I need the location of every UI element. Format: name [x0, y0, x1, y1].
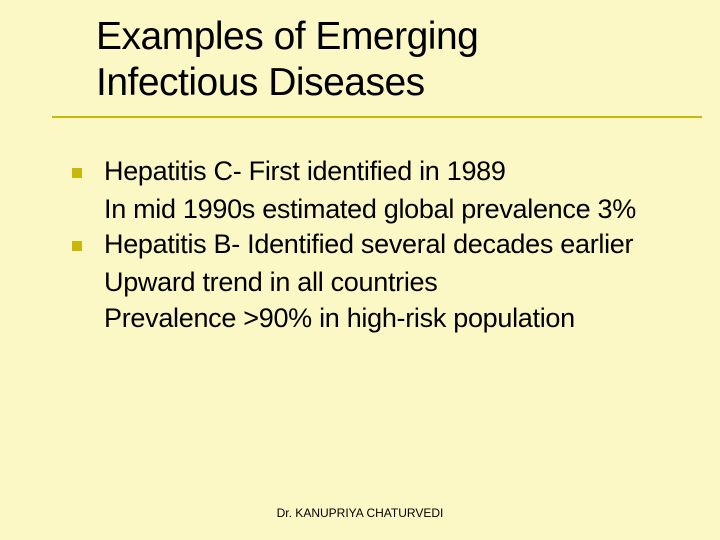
- footer-author: Dr. KANUPRIYA CHATURVEDI: [0, 506, 720, 520]
- bullet-text: Hepatitis B- Identified several decades …: [104, 227, 690, 263]
- slide-container: Examples of Emerging Infectious Diseases…: [0, 0, 720, 540]
- title-underline: [52, 116, 702, 118]
- square-bullet-icon: [72, 168, 82, 178]
- square-bullet-icon: [72, 241, 82, 251]
- bullet-subtext: Prevalence >90% in high-risk population: [104, 301, 690, 337]
- list-item: Hepatitis B- Identified several decades …: [72, 227, 690, 263]
- title-line2: Infectious Diseases: [96, 60, 700, 106]
- bullet-text: Hepatitis C- First identified in 1989: [104, 154, 690, 190]
- bullet-subtext: Upward trend in all countries: [104, 265, 690, 301]
- slide-title: Examples of Emerging Infectious Diseases: [96, 14, 700, 106]
- bullet-list: Hepatitis C- First identified in 1989 In…: [72, 154, 690, 336]
- bullet-subtext: In mid 1990s estimated global prevalence…: [104, 192, 690, 228]
- title-line1: Examples of Emerging: [96, 14, 700, 60]
- list-item: Hepatitis C- First identified in 1989: [72, 154, 690, 190]
